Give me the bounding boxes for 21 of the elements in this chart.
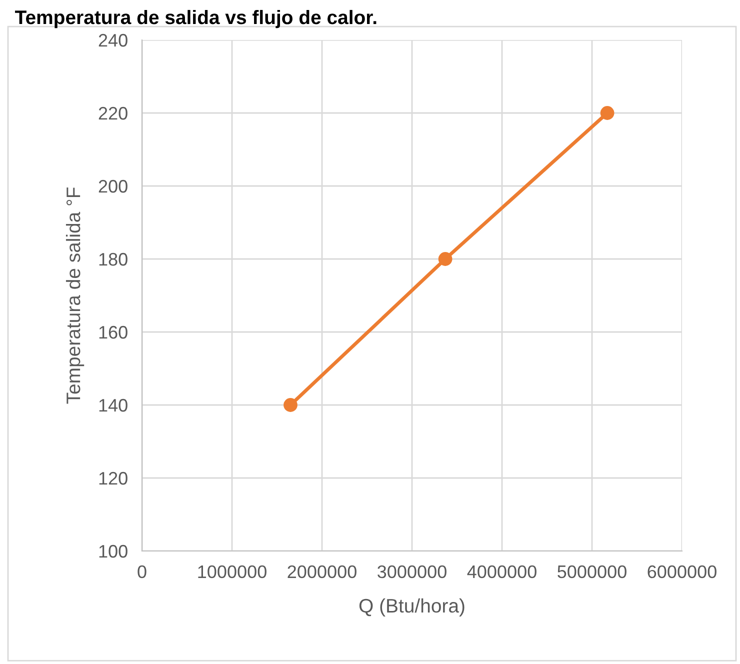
x-tick-label: 2000000 — [288, 565, 356, 578]
y-tick-label: 120 — [99, 472, 128, 485]
y-tick-label: 220 — [98, 106, 128, 120]
y-tick-label: 140 — [99, 398, 128, 412]
y-tick-label: 100 — [99, 544, 128, 558]
y-tick-label: 160 — [99, 326, 128, 339]
y-axis-title: Temperatura de salida °F — [66, 188, 84, 404]
y-tick-label: 200 — [98, 180, 128, 193]
x-axis-title: Q (Btu/hora) — [359, 598, 464, 617]
point — [600, 106, 614, 120]
chart-title: Temperatura de salida vs flujo de calor. — [15, 10, 376, 28]
x-tick-label: 0 — [138, 565, 146, 578]
point — [284, 398, 298, 412]
y-tick-label: 180 — [99, 252, 128, 266]
x-tick-label: 5000000 — [558, 565, 626, 578]
x-tick-label: 1000000 — [198, 565, 266, 578]
x-tick-label: 6000000 — [648, 565, 716, 578]
x-tick-label: 3000000 — [378, 565, 446, 578]
point — [438, 252, 452, 266]
y-tick-label: 240 — [98, 34, 128, 47]
x-tick-label: 4000000 — [467, 565, 536, 578]
